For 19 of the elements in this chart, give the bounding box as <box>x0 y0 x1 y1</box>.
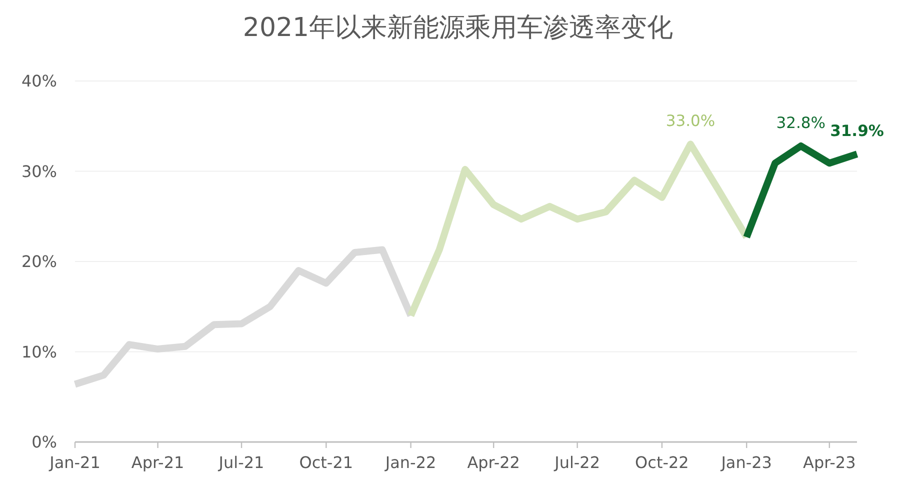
x-tick-label: Apr-23 <box>803 453 856 472</box>
y-tick-label: 30% <box>21 162 57 181</box>
y-tick-label: 10% <box>21 342 57 362</box>
x-tick-label: Jan-22 <box>384 453 436 472</box>
data-label: 33.0% <box>666 112 716 130</box>
y-tick-label: 20% <box>21 252 57 272</box>
data-label: 32.8% <box>776 114 826 132</box>
y-tick-label: 40% <box>21 72 57 91</box>
y-tick-label: 0% <box>32 432 57 452</box>
chart-title: 2021年以来新能源乘用车渗透率变化 <box>242 13 674 43</box>
x-tick-label: Jul-21 <box>218 453 264 472</box>
x-tick-label: Jul-22 <box>554 453 600 472</box>
x-tick-label: Oct-21 <box>299 453 354 472</box>
x-tick-label: Jan-23 <box>720 453 772 472</box>
x-tick-label: Jan-21 <box>48 453 100 472</box>
data-label: 31.9% <box>830 122 884 140</box>
x-tick-label: Apr-21 <box>131 453 184 472</box>
x-tick-label: Oct-22 <box>635 453 689 472</box>
x-tick-label: Apr-22 <box>467 453 520 472</box>
